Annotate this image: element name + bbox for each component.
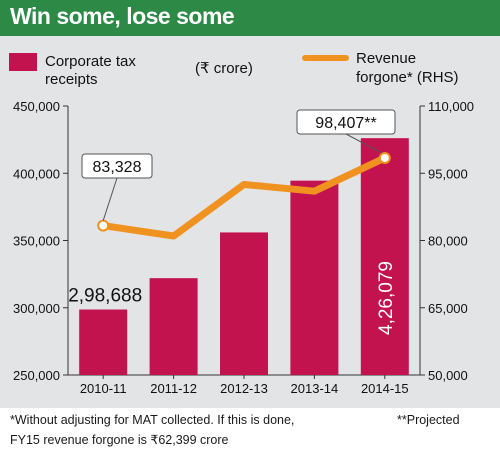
callout-first-text: 83,328 bbox=[93, 159, 142, 176]
left-tick-label: 300,000 bbox=[13, 301, 60, 316]
x-tick-label: 2013-14 bbox=[291, 381, 339, 396]
bar bbox=[220, 232, 268, 375]
bar bbox=[290, 180, 339, 375]
bars-group bbox=[79, 138, 409, 375]
right-tick-label: 110,000 bbox=[428, 99, 474, 114]
x-tick-label: 2011-12 bbox=[150, 381, 197, 396]
left-tick-label: 450,000 bbox=[13, 99, 60, 114]
callout-first-pointer bbox=[102, 177, 118, 221]
footnote-area: *Without adjusting for MAT collected. If… bbox=[0, 408, 500, 454]
left-tick-label: 250,000 bbox=[13, 368, 60, 383]
bar bbox=[149, 278, 198, 375]
legend-bar-swatch bbox=[9, 53, 37, 71]
revenue-line-group bbox=[97, 151, 391, 240]
bar-value-label-last: 4,26,079 bbox=[376, 261, 397, 335]
x-axis-labels: 2010-11 2011-12 2012-13 2013-14 2014-15 bbox=[80, 375, 409, 396]
chart-title: Win some, lose some bbox=[10, 3, 235, 29]
legend-unit: (₹ crore) bbox=[195, 60, 253, 77]
legend-line-label-2: forgone* (RHS) bbox=[356, 69, 459, 86]
left-tick-label: 350,000 bbox=[13, 234, 60, 249]
footnote-line-2: FY15 revenue forgone is ₹62,399 crore bbox=[10, 433, 229, 447]
bar bbox=[360, 138, 409, 375]
legend-bar-label-2: receipts bbox=[45, 71, 98, 88]
annotations-group: 2,98,688 4,26,079 83,328 98,407** bbox=[68, 109, 397, 335]
x-tick-label: 2014-15 bbox=[361, 381, 409, 396]
callout-first-box bbox=[81, 153, 153, 179]
right-tick-label: 95,000 bbox=[428, 166, 468, 181]
chart-svg: Corporate tax receipts (₹ crore) Revenue… bbox=[9, 50, 474, 396]
line-point-marker bbox=[97, 219, 110, 232]
left-axis-ticks: 250,000 300,000 350,000 400,000 450,000 bbox=[13, 99, 68, 383]
callout-last-text: 98,407** bbox=[315, 115, 376, 132]
footnote-line-1: *Without adjusting for MAT collected. If… bbox=[10, 413, 295, 427]
x-tick-label: 2012-13 bbox=[220, 381, 268, 396]
legend-line-label-1: Revenue bbox=[356, 50, 416, 67]
title-bar: Win some, lose some bbox=[0, 0, 500, 36]
x-tick-label: 2010-11 bbox=[80, 381, 127, 396]
legend-bar-label-1: Corporate tax bbox=[45, 53, 136, 70]
bar-value-label-first: 2,98,688 bbox=[68, 286, 142, 307]
left-tick-label: 400,000 bbox=[13, 166, 60, 181]
footnote-projected: **Projected bbox=[397, 413, 460, 427]
callout-last-box bbox=[296, 109, 396, 135]
revenue-forgone-line bbox=[99, 154, 389, 240]
right-tick-label: 65,000 bbox=[428, 301, 468, 316]
right-tick-label: 50,000 bbox=[428, 368, 468, 383]
right-tick-label: 80,000 bbox=[428, 234, 468, 249]
callout-last-pointer bbox=[345, 133, 383, 154]
bar bbox=[79, 309, 128, 375]
right-axis-ticks: 50,000 65,000 80,000 95,000 110,000 bbox=[420, 99, 474, 383]
line-point-marker bbox=[378, 151, 391, 164]
